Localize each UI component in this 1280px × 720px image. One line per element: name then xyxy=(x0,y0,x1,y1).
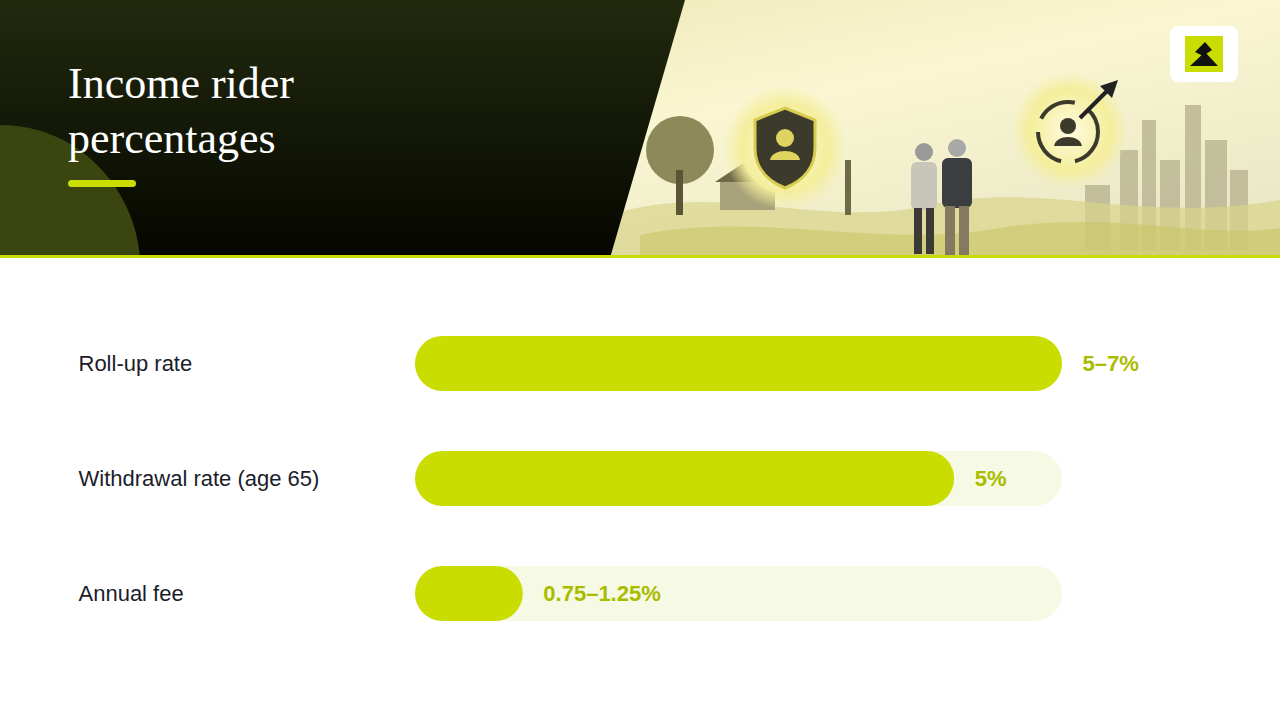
svg-text:0.75–1.25%: 0.75–1.25% xyxy=(543,581,660,606)
svg-text:5%: 5% xyxy=(975,466,1007,491)
html-text:Income rider percentages: Income rider percentages xyxy=(68,59,294,163)
svg-text:Roll-up rate: Roll-up rate xyxy=(79,351,193,376)
svg-text:Withdrawal rate (age 65): Withdrawal rate (age 65) xyxy=(79,466,320,491)
svg-text:Annual fee: Annual fee xyxy=(79,581,184,606)
svg-text:5–7%: 5–7% xyxy=(1083,351,1139,376)
